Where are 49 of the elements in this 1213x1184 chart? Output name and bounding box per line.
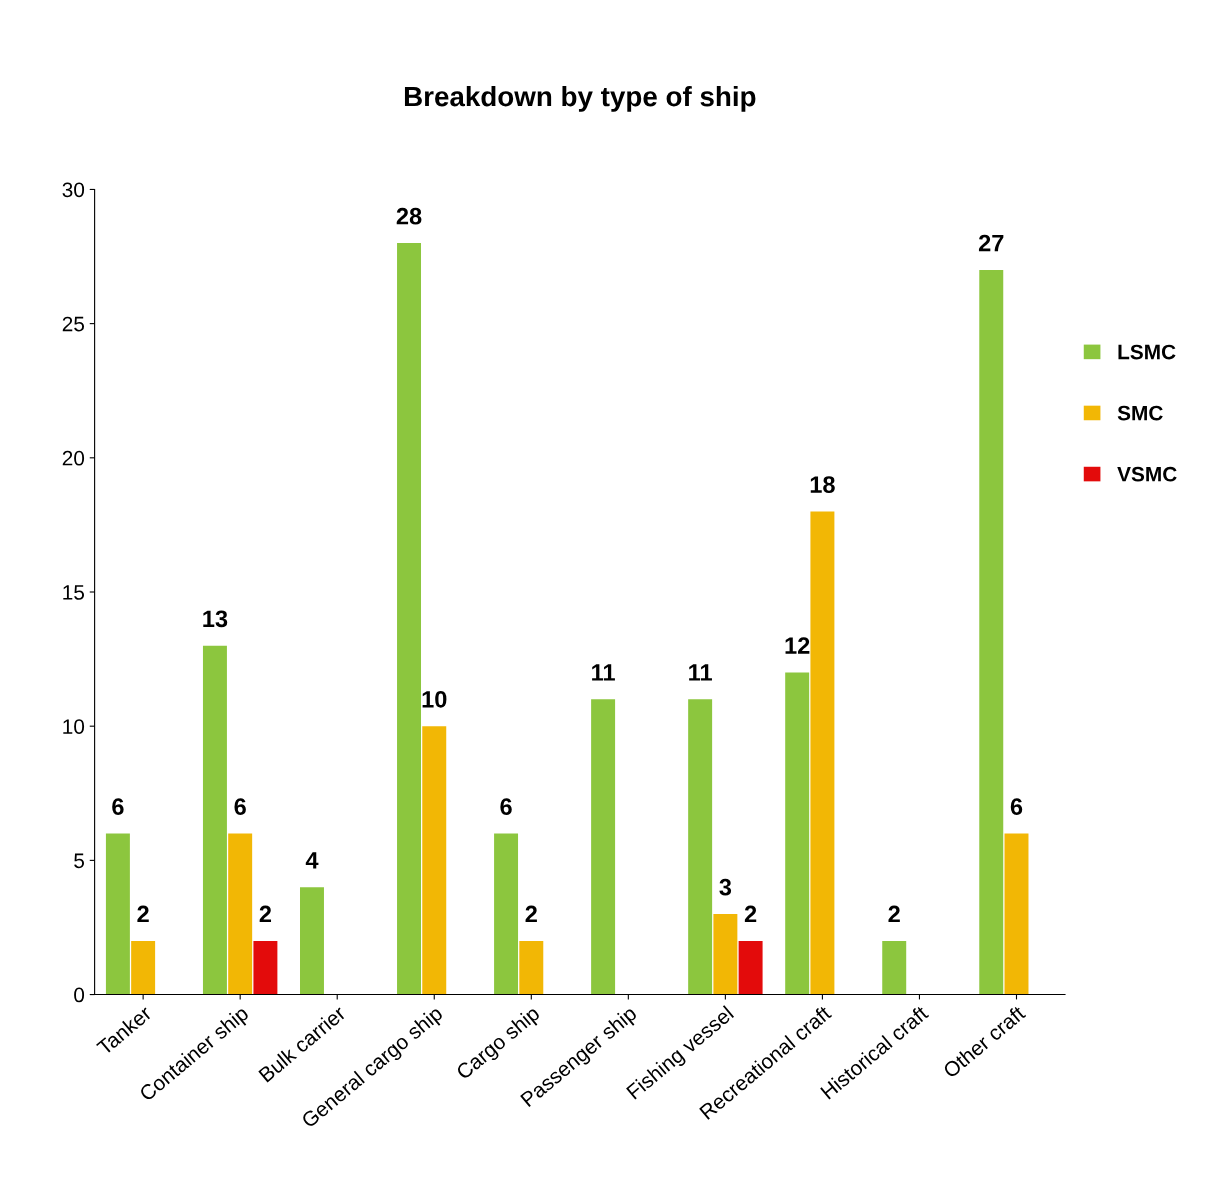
data-label: 2 xyxy=(137,905,149,923)
chart-title: Breakdown by type of ship xyxy=(404,85,756,112)
data-label: 6 xyxy=(1010,798,1023,815)
data-label: 12 xyxy=(785,637,810,654)
bar xyxy=(979,269,1004,995)
y-tick-label: 0 xyxy=(74,987,85,1003)
data-label: 28 xyxy=(396,207,422,225)
y-tick-label: 25 xyxy=(62,316,85,332)
bar xyxy=(591,699,616,995)
bar xyxy=(300,887,324,995)
data-label: 6 xyxy=(500,798,512,815)
data-label: 2 xyxy=(525,905,537,923)
legend-label: LSMC xyxy=(1118,344,1176,360)
bar xyxy=(253,940,278,995)
data-label: 3 xyxy=(719,878,732,896)
bar xyxy=(494,833,519,995)
data-label: 2 xyxy=(888,905,900,923)
bar xyxy=(397,243,422,995)
bar xyxy=(519,940,544,995)
data-label: 27 xyxy=(978,234,1004,252)
data-label: 4 xyxy=(305,852,319,869)
legend-label: VSMC xyxy=(1117,466,1177,482)
data-label: 2 xyxy=(259,905,272,923)
bar xyxy=(882,940,907,995)
bar xyxy=(422,726,447,995)
bar xyxy=(785,672,810,995)
data-label: 18 xyxy=(810,476,835,493)
y-tick-label: 10 xyxy=(63,719,85,734)
data-label: 2 xyxy=(744,905,757,923)
bar xyxy=(131,940,156,995)
bar xyxy=(105,833,130,995)
y-tick-label: 5 xyxy=(74,853,85,869)
data-label: 10 xyxy=(422,690,447,708)
data-label: 11 xyxy=(592,664,615,681)
data-label: 13 xyxy=(203,610,228,628)
data-label: 6 xyxy=(234,798,246,815)
bar xyxy=(688,699,713,995)
data-label: 11 xyxy=(689,664,712,681)
bar xyxy=(1004,833,1029,995)
bar xyxy=(228,833,253,995)
data-label: 6 xyxy=(112,798,124,815)
y-tick-label: 15 xyxy=(63,585,85,600)
legend-label: SMC xyxy=(1117,405,1163,421)
bar xyxy=(738,940,763,995)
y-tick-label: 30 xyxy=(62,182,85,198)
y-tick-label: 20 xyxy=(62,450,85,466)
bar xyxy=(202,645,227,995)
bar xyxy=(810,511,835,995)
bar xyxy=(713,914,738,995)
